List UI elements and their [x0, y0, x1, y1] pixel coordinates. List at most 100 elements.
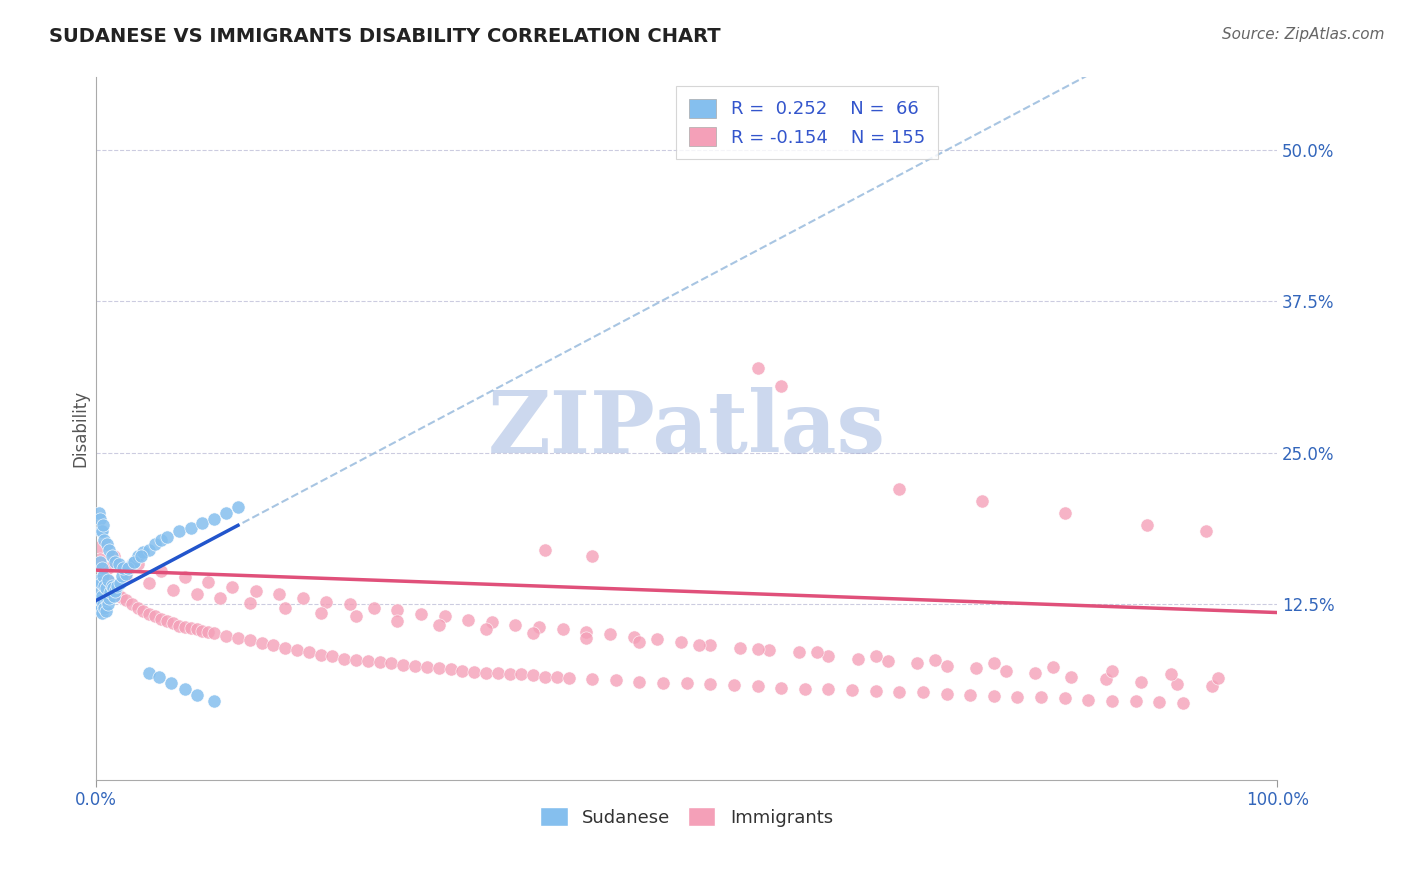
Point — [107, 586, 129, 600]
Point — [817, 649, 839, 664]
Point — [1053, 506, 1076, 520]
Point — [723, 678, 745, 692]
Point — [245, 583, 267, 598]
Point — [1077, 692, 1099, 706]
Point — [787, 645, 810, 659]
Point — [250, 636, 273, 650]
Y-axis label: Disability: Disability — [72, 390, 89, 467]
Point — [138, 576, 160, 591]
Point — [107, 579, 129, 593]
Text: Source: ZipAtlas.com: Source: ZipAtlas.com — [1222, 27, 1385, 42]
Point — [605, 673, 627, 688]
Point — [162, 616, 184, 631]
Point — [846, 651, 869, 665]
Point — [481, 615, 503, 630]
Point — [959, 688, 981, 702]
Point — [87, 573, 110, 587]
Point — [806, 645, 828, 659]
Point — [148, 670, 170, 684]
Point — [97, 560, 120, 574]
Point — [127, 549, 149, 563]
Point — [97, 597, 120, 611]
Point — [315, 594, 337, 608]
Point — [87, 506, 110, 520]
Point — [93, 569, 115, 583]
Point — [427, 617, 450, 632]
Point — [770, 379, 793, 393]
Point — [793, 681, 815, 696]
Point — [333, 651, 356, 665]
Point — [186, 688, 208, 702]
Point — [162, 582, 184, 597]
Point — [89, 603, 111, 617]
Point — [226, 500, 249, 515]
Point — [728, 640, 751, 655]
Point — [599, 627, 621, 641]
Point — [770, 681, 793, 695]
Point — [191, 516, 214, 530]
Point — [889, 685, 911, 699]
Point — [439, 662, 461, 676]
Point — [108, 576, 131, 591]
Point — [202, 694, 225, 708]
Point — [1101, 694, 1123, 708]
Point — [121, 557, 143, 571]
Point — [321, 649, 343, 664]
Point — [91, 597, 114, 611]
Point — [699, 638, 721, 652]
Point — [475, 666, 498, 681]
Point — [623, 630, 645, 644]
Point — [100, 549, 122, 563]
Point — [96, 536, 118, 550]
Point — [191, 624, 214, 638]
Point — [1201, 679, 1223, 693]
Point — [1206, 671, 1229, 685]
Point — [86, 591, 108, 605]
Point — [309, 648, 332, 662]
Point — [339, 597, 361, 611]
Point — [90, 576, 112, 591]
Point — [98, 542, 121, 557]
Point — [889, 482, 911, 496]
Point — [557, 671, 579, 685]
Point — [841, 683, 863, 698]
Point — [104, 583, 127, 598]
Point — [89, 585, 111, 599]
Point — [97, 573, 120, 587]
Point — [463, 665, 485, 679]
Point — [215, 628, 238, 642]
Point — [534, 542, 557, 557]
Point — [173, 681, 195, 696]
Point — [451, 664, 474, 678]
Point — [344, 609, 367, 624]
Point — [239, 596, 262, 610]
Point — [291, 591, 314, 605]
Point — [180, 621, 202, 635]
Point — [226, 631, 249, 645]
Point — [865, 684, 887, 698]
Point — [527, 620, 550, 634]
Point — [94, 604, 117, 618]
Point — [98, 579, 121, 593]
Point — [970, 494, 993, 508]
Point — [180, 521, 202, 535]
Point — [91, 518, 114, 533]
Point — [498, 667, 520, 681]
Point — [262, 638, 284, 652]
Point — [239, 633, 262, 648]
Point — [202, 626, 225, 640]
Point — [380, 657, 402, 671]
Point — [132, 604, 155, 618]
Point — [93, 600, 115, 615]
Point — [186, 587, 208, 601]
Point — [87, 540, 110, 554]
Point — [1007, 690, 1029, 705]
Point — [101, 582, 124, 596]
Point — [905, 657, 928, 671]
Point — [138, 607, 160, 621]
Point — [427, 661, 450, 675]
Point — [122, 555, 145, 569]
Point — [522, 626, 544, 640]
Point — [274, 640, 297, 655]
Point — [103, 549, 125, 563]
